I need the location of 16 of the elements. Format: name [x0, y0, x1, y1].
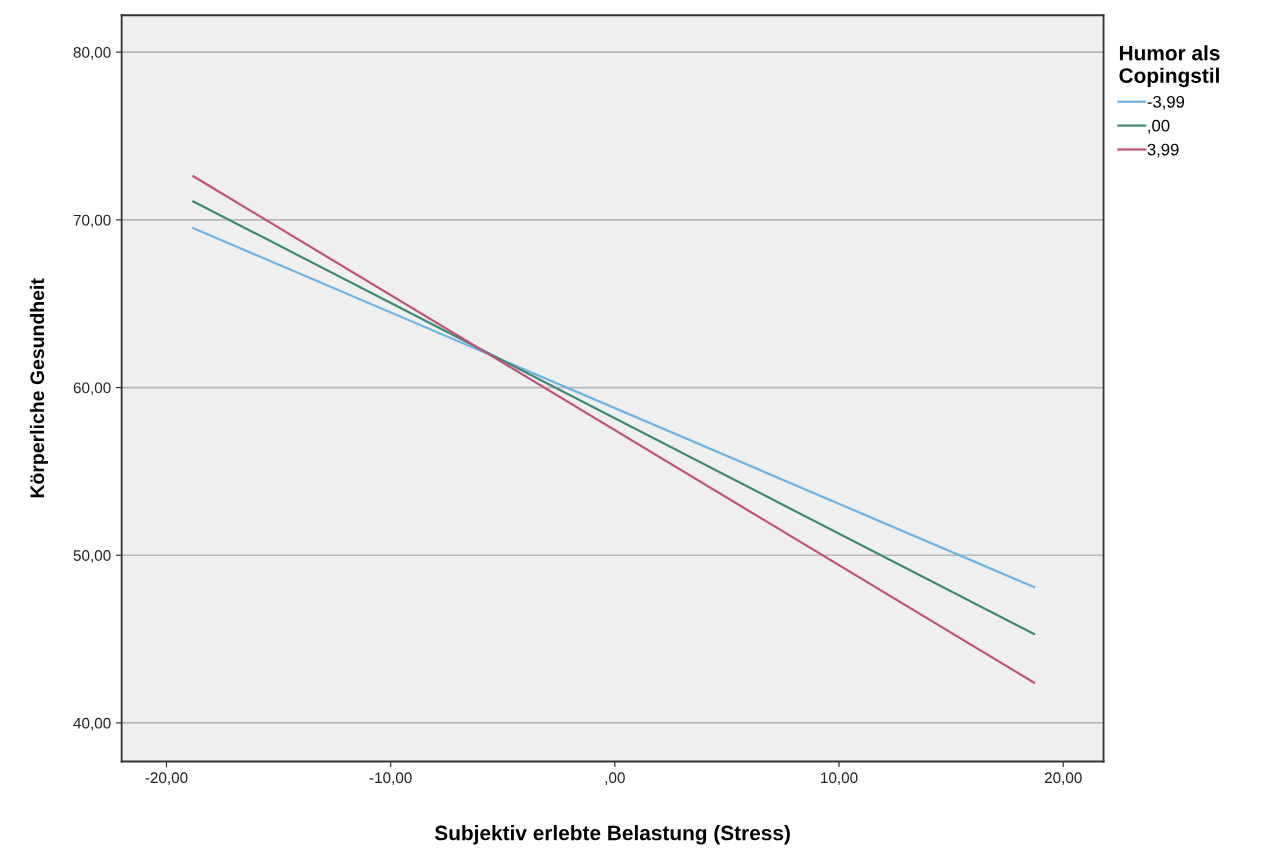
y-tick-label: 60,00 — [73, 382, 111, 396]
x-tick-label: 20,00 — [1044, 772, 1082, 785]
x-tick-label: -20,00 — [145, 772, 188, 785]
y-axis-title: Körperliche Gesundheit — [29, 278, 48, 498]
legend-label: -3,99 — [1147, 95, 1185, 110]
x-tick-label: ,00 — [605, 772, 625, 785]
y-tick-label: 70,00 — [73, 214, 111, 228]
legend-title: Humor als Copingstil — [1119, 45, 1220, 88]
y-tick-label: 80,00 — [73, 47, 111, 60]
x-axis-title: Subjektiv erlebte Belastung (Stress) — [434, 825, 790, 845]
y-tick-label: 50,00 — [73, 550, 111, 563]
legend-label: ,00 — [1148, 119, 1170, 134]
x-tick-label: -10,00 — [369, 772, 412, 785]
y-tick-label: 40,00 — [73, 717, 111, 731]
x-tick-label: 10,00 — [821, 772, 858, 785]
legend-label: 3,99 — [1147, 143, 1179, 158]
